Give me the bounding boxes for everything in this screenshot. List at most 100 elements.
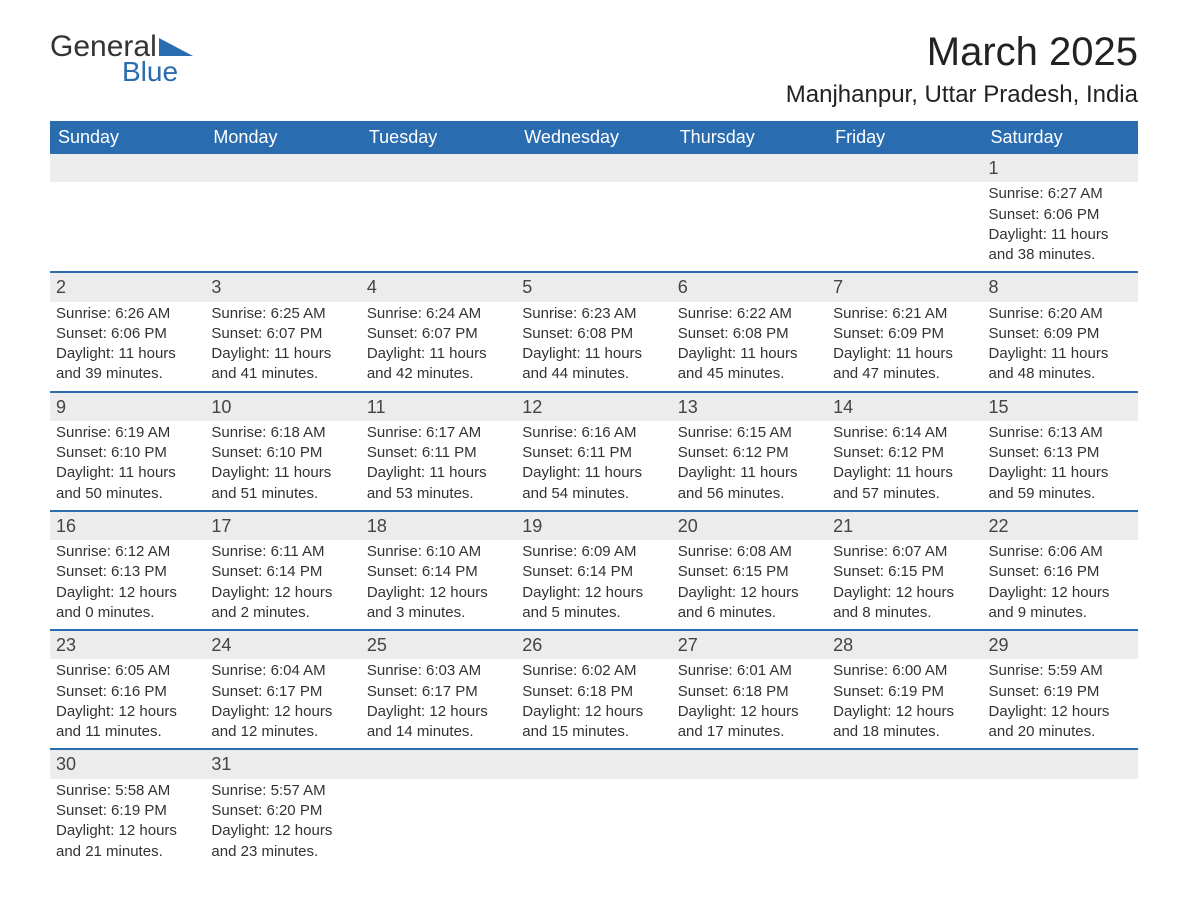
sunset-text: Sunset: 6:18 PM [678, 682, 821, 702]
day-number-cell: 5 [516, 272, 671, 301]
day-detail-cell: Sunrise: 6:19 AMSunset: 6:10 PMDaylight:… [50, 421, 205, 511]
sunrise-text: Sunrise: 6:23 AM [522, 304, 665, 324]
daylight-text: and 48 minutes. [989, 364, 1132, 384]
daylight-text: and 42 minutes. [367, 364, 510, 384]
day-detail-cell: Sunrise: 6:25 AMSunset: 6:07 PMDaylight:… [205, 302, 360, 392]
day-number-cell: 18 [361, 511, 516, 540]
day-number-cell: 3 [205, 272, 360, 301]
day-detail-cell [361, 182, 516, 272]
sunrise-text: Sunrise: 6:04 AM [211, 661, 354, 681]
daylight-text: and 50 minutes. [56, 484, 199, 504]
daylight-text: Daylight: 11 hours [833, 344, 976, 364]
sunrise-text: Sunrise: 6:24 AM [367, 304, 510, 324]
sunrise-text: Sunrise: 6:16 AM [522, 423, 665, 443]
day-number-cell [50, 154, 205, 182]
weekday-header: Monday [205, 121, 360, 154]
daylight-text: Daylight: 11 hours [522, 344, 665, 364]
daylight-text: and 14 minutes. [367, 722, 510, 742]
day-number-cell: 24 [205, 630, 360, 659]
day-number-cell: 20 [672, 511, 827, 540]
daylight-text: and 15 minutes. [522, 722, 665, 742]
day-detail-cell: Sunrise: 6:15 AMSunset: 6:12 PMDaylight:… [672, 421, 827, 511]
day-number-cell: 19 [516, 511, 671, 540]
daylight-text: and 45 minutes. [678, 364, 821, 384]
weekday-header: Saturday [983, 121, 1138, 154]
daylight-text: Daylight: 11 hours [367, 344, 510, 364]
day-number-cell: 11 [361, 392, 516, 421]
day-number-cell [827, 749, 982, 778]
sunrise-text: Sunrise: 6:01 AM [678, 661, 821, 681]
day-detail-cell: Sunrise: 6:00 AMSunset: 6:19 PMDaylight:… [827, 659, 982, 749]
sunset-text: Sunset: 6:12 PM [678, 443, 821, 463]
detail-row: Sunrise: 6:19 AM Sunset: 6:10 PM Daylight:… [50, 421, 1138, 511]
sunrise-text: Sunrise: 6:00 AM [833, 661, 976, 681]
sunrise-text: Sunrise: 6:02 AM [522, 661, 665, 681]
daylight-text: Daylight: 12 hours [211, 702, 354, 722]
day-number-cell [516, 749, 671, 778]
sunset-text: Sunset: 6:08 PM [678, 324, 821, 344]
sunrise-text: Sunrise: 6:11 AM [211, 542, 354, 562]
daylight-text: Daylight: 11 hours [56, 463, 199, 483]
day-number-cell [361, 749, 516, 778]
daylight-text: Daylight: 12 hours [56, 821, 199, 841]
sunrise-text: Sunrise: 6:19 AM [56, 423, 199, 443]
sunrise-text: Sunrise: 6:06 AM [989, 542, 1132, 562]
sunrise-text: Sunrise: 6:27 AM [989, 184, 1132, 204]
sunrise-text: Sunrise: 6:15 AM [678, 423, 821, 443]
day-detail-cell: Sunrise: 6:24 AMSunset: 6:07 PMDaylight:… [361, 302, 516, 392]
day-detail-cell [672, 779, 827, 868]
sunset-text: Sunset: 6:08 PM [522, 324, 665, 344]
daynum-row: 3031 [50, 749, 1138, 778]
daylight-text: Daylight: 12 hours [678, 702, 821, 722]
day-detail-cell: Sunrise: 6:08 AMSunset: 6:15 PMDaylight:… [672, 540, 827, 630]
day-detail-cell: Sunrise: 6:05 AMSunset: 6:16 PMDaylight:… [50, 659, 205, 749]
daylight-text: and 38 minutes. [989, 245, 1132, 265]
sunset-text: Sunset: 6:12 PM [833, 443, 976, 463]
sunrise-text: Sunrise: 6:03 AM [367, 661, 510, 681]
daylight-text: and 8 minutes. [833, 603, 976, 623]
daylight-text: and 56 minutes. [678, 484, 821, 504]
daynum-row: 2345678 [50, 272, 1138, 301]
sunrise-text: Sunrise: 6:12 AM [56, 542, 199, 562]
title-block: March 2025 Manjhanpur, Uttar Pradesh, In… [786, 30, 1138, 109]
weekday-header: Friday [827, 121, 982, 154]
day-number-cell: 23 [50, 630, 205, 659]
sunset-text: Sunset: 6:16 PM [56, 682, 199, 702]
day-detail-cell [361, 779, 516, 868]
day-number-cell: 16 [50, 511, 205, 540]
sunrise-text: Sunrise: 6:22 AM [678, 304, 821, 324]
daylight-text: Daylight: 12 hours [522, 583, 665, 603]
detail-row: Sunrise: 6:12 AMSunset: 6:13 PMDaylight:… [50, 540, 1138, 630]
day-number-cell: 1 [983, 154, 1138, 182]
sunrise-text: Sunrise: 6:10 AM [367, 542, 510, 562]
day-detail-cell: Sunrise: 6:11 AMSunset: 6:14 PMDaylight:… [205, 540, 360, 630]
day-number-cell: 4 [361, 272, 516, 301]
day-detail-cell: Sunrise: 6:13 AMSunset: 6:13 PMDaylight:… [983, 421, 1138, 511]
sunrise-text: Sunrise: 6:26 AM [56, 304, 199, 324]
weekday-header: Wednesday [516, 121, 671, 154]
day-detail-cell [516, 182, 671, 272]
sunset-text: Sunset: 6:19 PM [833, 682, 976, 702]
daylight-text: Daylight: 11 hours [678, 463, 821, 483]
day-detail-cell: Sunrise: 6:23 AMSunset: 6:08 PMDaylight:… [516, 302, 671, 392]
daylight-text: Daylight: 12 hours [989, 702, 1132, 722]
sunset-text: Sunset: 6:14 PM [367, 562, 510, 582]
daylight-text: Daylight: 12 hours [367, 702, 510, 722]
daylight-text: Daylight: 11 hours [56, 344, 199, 364]
day-number-cell: 8 [983, 272, 1138, 301]
daylight-text: Daylight: 11 hours [989, 344, 1132, 364]
daylight-text: and 20 minutes. [989, 722, 1132, 742]
daylight-text: and 21 minutes. [56, 842, 199, 862]
day-number-cell: 29 [983, 630, 1138, 659]
sunset-text: Sunset: 6:15 PM [833, 562, 976, 582]
daylight-text: and 2 minutes. [211, 603, 354, 623]
weekday-header: Thursday [672, 121, 827, 154]
day-number-cell: 31 [205, 749, 360, 778]
daylight-text: Daylight: 11 hours [211, 344, 354, 364]
sunset-text: Sunset: 6:10 PM [211, 443, 354, 463]
day-detail-cell: Sunrise: 6:20 AMSunset: 6:09 PMDaylight:… [983, 302, 1138, 392]
daylight-text: and 11 minutes. [56, 722, 199, 742]
month-title: March 2025 [786, 30, 1138, 75]
daylight-text: Daylight: 12 hours [367, 583, 510, 603]
day-number-cell [983, 749, 1138, 778]
